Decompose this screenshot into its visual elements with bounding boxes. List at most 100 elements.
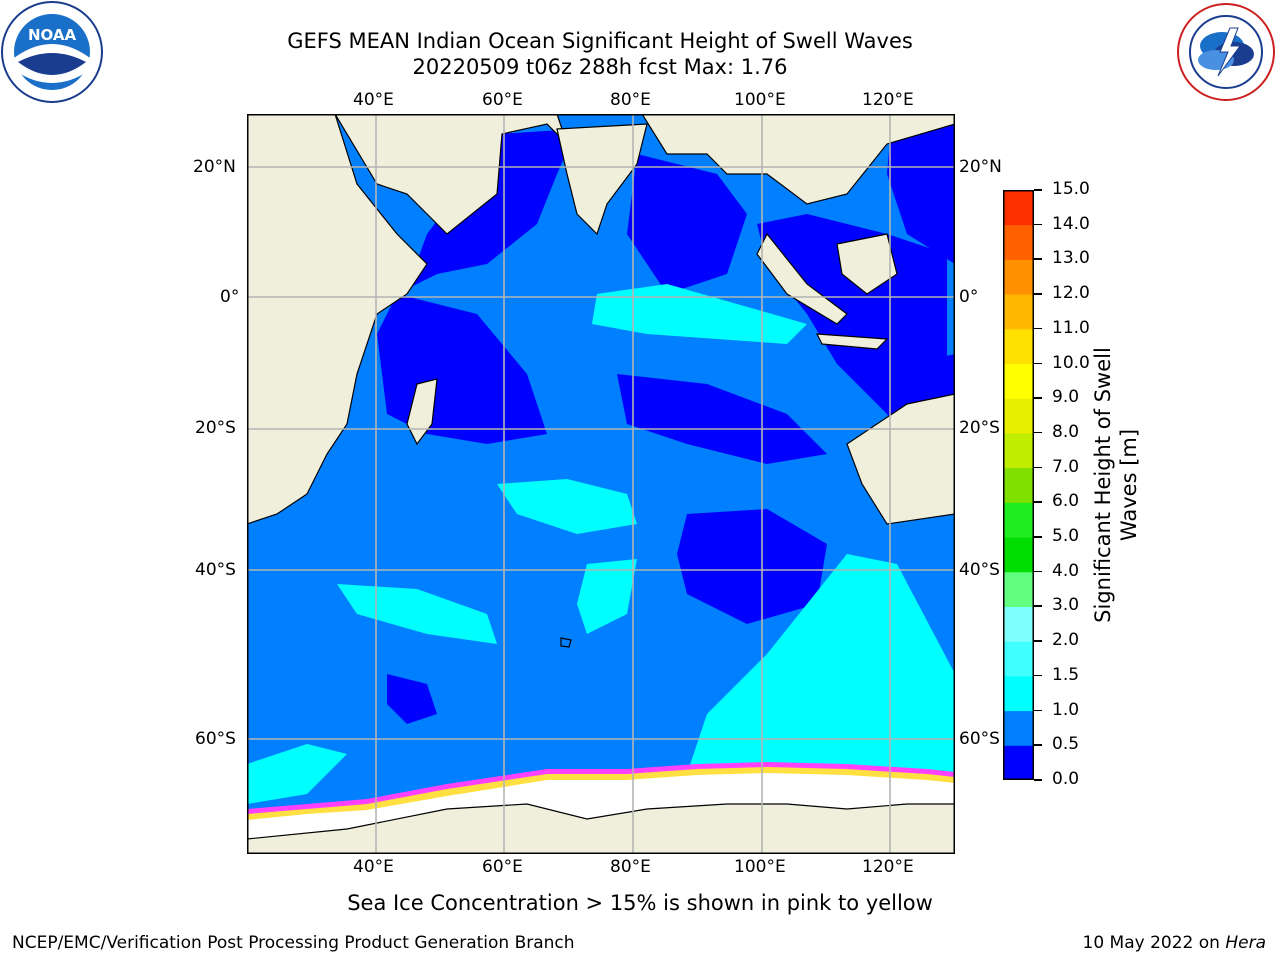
colorbar-tick-label: 0.5 bbox=[1052, 734, 1080, 755]
india-land bbox=[556, 123, 648, 236]
colorbar-tick-mark bbox=[1034, 605, 1042, 607]
left-tick-20s: 20°S bbox=[195, 418, 236, 438]
africa-land bbox=[247, 114, 428, 525]
colorbar-segment bbox=[1003, 467, 1034, 503]
colorbar-tick-label: 6.0 bbox=[1052, 491, 1080, 512]
map-svg bbox=[247, 114, 955, 854]
sumatra-land bbox=[756, 232, 848, 325]
chart-title: GEFS MEAN Indian Ocean Significant Heigh… bbox=[0, 28, 1200, 80]
island-outline bbox=[560, 637, 572, 648]
top-tick-100e: 100°E bbox=[734, 90, 786, 110]
bay-of-bengal-low bbox=[627, 154, 747, 294]
arabian-sea-low bbox=[407, 129, 577, 289]
colorbar-tick-label: 8.0 bbox=[1052, 421, 1080, 442]
noaa-logo-text: NOAA bbox=[28, 26, 77, 44]
colorbar-segment bbox=[1003, 259, 1034, 295]
colorbar-tick-label: 11.0 bbox=[1052, 317, 1090, 338]
colorbar-tick-mark bbox=[1034, 640, 1042, 642]
top-tick-40e: 40°E bbox=[353, 90, 394, 110]
left-tick-20n: 20°N bbox=[193, 157, 236, 177]
southwest-swell bbox=[337, 584, 497, 644]
bottom-tick-80e: 80°E bbox=[610, 857, 651, 877]
left-tick-0: 0° bbox=[220, 287, 240, 307]
colorbar-tick-mark bbox=[1034, 258, 1042, 260]
colorbar-tick-label: 13.0 bbox=[1052, 248, 1090, 269]
colorbar-segment bbox=[1003, 537, 1034, 573]
colorbar-tick-mark bbox=[1034, 293, 1042, 295]
colorbar-tick-label: 5.0 bbox=[1052, 526, 1080, 547]
right-tick-40s: 40°S bbox=[959, 560, 1000, 580]
footer-host: Hera bbox=[1225, 933, 1266, 953]
colorbar-segment bbox=[1003, 745, 1034, 781]
colorbar-segment bbox=[1003, 363, 1034, 399]
colorbar-tick-mark bbox=[1034, 466, 1042, 469]
colorbar-tick-mark bbox=[1034, 570, 1042, 573]
top-tick-80e: 80°E bbox=[610, 90, 651, 110]
left-tick-60s: 60°S bbox=[195, 729, 236, 749]
bottom-tick-40e: 40°E bbox=[353, 857, 394, 877]
colorbar-segment bbox=[1003, 675, 1034, 712]
top-tick-60e: 60°E bbox=[482, 90, 523, 110]
borneo-land bbox=[836, 233, 898, 295]
nws-logo bbox=[1176, 2, 1276, 102]
colorbar-segment bbox=[1003, 502, 1034, 538]
se-asia-land bbox=[641, 114, 955, 205]
java-land bbox=[815, 333, 889, 350]
central-south-swell bbox=[577, 559, 637, 634]
colorbar-tick-mark bbox=[1034, 501, 1042, 503]
colorbar-segment bbox=[1003, 606, 1034, 642]
colorbar-tick-mark bbox=[1034, 362, 1042, 365]
equatorial-swell bbox=[592, 284, 807, 344]
antarctica-land bbox=[247, 803, 955, 854]
sea-ice-caption: Sea Ice Concentration > 15% is shown in … bbox=[347, 891, 933, 915]
top-tick-120e: 120°E bbox=[862, 90, 914, 110]
colorbar-tick-label: 15.0 bbox=[1052, 179, 1090, 199]
colorbar-tick-label: 10.0 bbox=[1052, 352, 1090, 373]
title-line-2: 20220509 t06z 288h fcst Max: 1.76 bbox=[412, 55, 788, 79]
southeast-swell bbox=[687, 554, 955, 784]
colorbar-segment bbox=[1003, 224, 1034, 260]
colorbar-tick-label: 9.0 bbox=[1052, 387, 1080, 408]
footer-left: NCEP/EMC/Verification Post Processing Pr… bbox=[12, 933, 575, 953]
bottom-tick-60e: 60°E bbox=[482, 857, 523, 877]
colorbar-tick-mark bbox=[1034, 397, 1042, 399]
colorbar-tick-mark bbox=[1034, 779, 1042, 781]
map-grid bbox=[247, 114, 955, 854]
colorbar-title: Significant Height of Swell Waves [m] bbox=[1091, 347, 1141, 623]
left-tick-40s: 40°S bbox=[195, 560, 236, 580]
map-panel bbox=[247, 114, 955, 854]
south-low bbox=[677, 509, 827, 624]
indonesia-low bbox=[757, 214, 947, 414]
colorbar-segment bbox=[1003, 710, 1034, 746]
colorbar-frame bbox=[1003, 190, 1034, 780]
colorbar bbox=[1003, 190, 1034, 781]
colorbar-segment bbox=[1003, 398, 1034, 434]
colorbar-tick-mark bbox=[1034, 536, 1042, 538]
colorbar-segment bbox=[1003, 190, 1034, 226]
colorbar-tick-mark bbox=[1034, 189, 1042, 191]
colorbar-tick-mark bbox=[1034, 223, 1042, 226]
colorbar-tick-label: 1.0 bbox=[1052, 699, 1080, 720]
right-tick-20n: 20°N bbox=[959, 157, 1002, 177]
footer-right: 10 May 2022 on Hera bbox=[1083, 933, 1267, 953]
colorbar-tick-mark bbox=[1034, 327, 1042, 330]
colorbar-segment bbox=[1003, 294, 1034, 330]
colorbar-segment bbox=[1003, 571, 1034, 607]
colorbar-tick-mark bbox=[1034, 709, 1042, 712]
colorbar-tick-label: 4.0 bbox=[1052, 560, 1080, 581]
colorbar-segment bbox=[1003, 328, 1034, 365]
colorbar-tick-label: 0.0 bbox=[1052, 769, 1080, 789]
map-frame bbox=[247, 114, 955, 854]
colorbar-tick-label: 1.5 bbox=[1052, 664, 1080, 685]
southern-swell-west bbox=[247, 744, 347, 804]
colorbar-segment bbox=[1003, 641, 1034, 677]
kerguelen-low bbox=[387, 674, 437, 724]
right-tick-20s: 20°S bbox=[959, 418, 1000, 438]
madagascar-land bbox=[406, 378, 438, 446]
scs-low bbox=[887, 114, 955, 264]
australia-land bbox=[846, 393, 955, 525]
colorbar-tick-label: 2.0 bbox=[1052, 630, 1080, 651]
colorbar-tick-mark bbox=[1034, 431, 1042, 434]
colorbar-segment bbox=[1003, 432, 1034, 469]
colorbar-tick-label: 7.0 bbox=[1052, 456, 1080, 477]
